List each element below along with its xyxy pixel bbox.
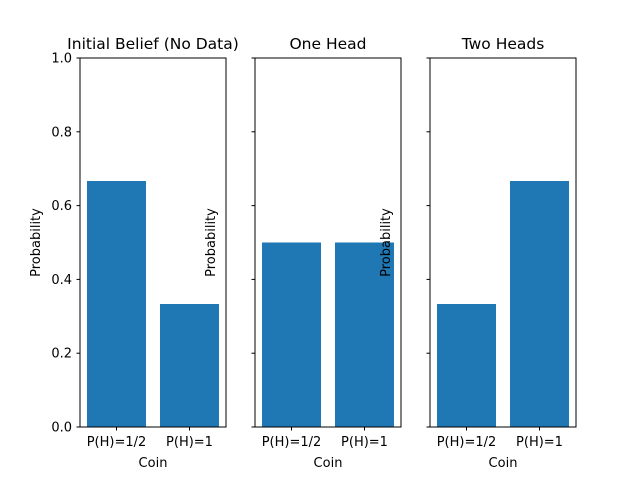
x-axis-label-1: Coin	[139, 456, 168, 471]
y-tick-label-4: 0.8	[51, 125, 72, 140]
x-tick-label-2-2: P(H)=1	[341, 435, 388, 450]
y-tick-label-2: 0.4	[51, 273, 72, 288]
x-tick-label-1-1: P(H)=1/2	[87, 435, 147, 450]
bar-3-2	[510, 180, 569, 427]
axes-frame-3	[429, 57, 577, 428]
y-axis-label-3: Probability	[379, 208, 394, 277]
x-axis-label-3: Coin	[489, 456, 518, 471]
bar-2-1	[262, 242, 321, 427]
bar-1-2	[160, 304, 219, 427]
chart-title-1: Initial Belief (No Data)	[67, 35, 239, 53]
chart-title-3: Two Heads	[461, 35, 545, 53]
x-axis-label-2: Coin	[314, 456, 343, 471]
y-tick-label-0: 0.0	[51, 421, 72, 436]
y-axis-label-2: Probability	[204, 208, 219, 277]
y-tick-label-5: 1.0	[51, 52, 72, 67]
bar-1-1	[87, 180, 146, 427]
axes-frame-1	[79, 57, 227, 428]
y-tick-label-1: 0.2	[51, 347, 72, 362]
x-tick-label-3-2: P(H)=1	[516, 435, 563, 450]
bar-2-2	[335, 242, 394, 427]
x-tick-label-2-1: P(H)=1/2	[262, 435, 322, 450]
x-tick-label-1-2: P(H)=1	[166, 435, 213, 450]
bar-3-1	[437, 304, 496, 427]
y-axis-label-1: Probability	[29, 208, 44, 277]
y-tick-label-3: 0.6	[51, 199, 72, 214]
x-tick-label-3-1: P(H)=1/2	[437, 435, 497, 450]
axes-frame-2	[254, 57, 402, 428]
chart-title-2: One Head	[289, 35, 366, 53]
